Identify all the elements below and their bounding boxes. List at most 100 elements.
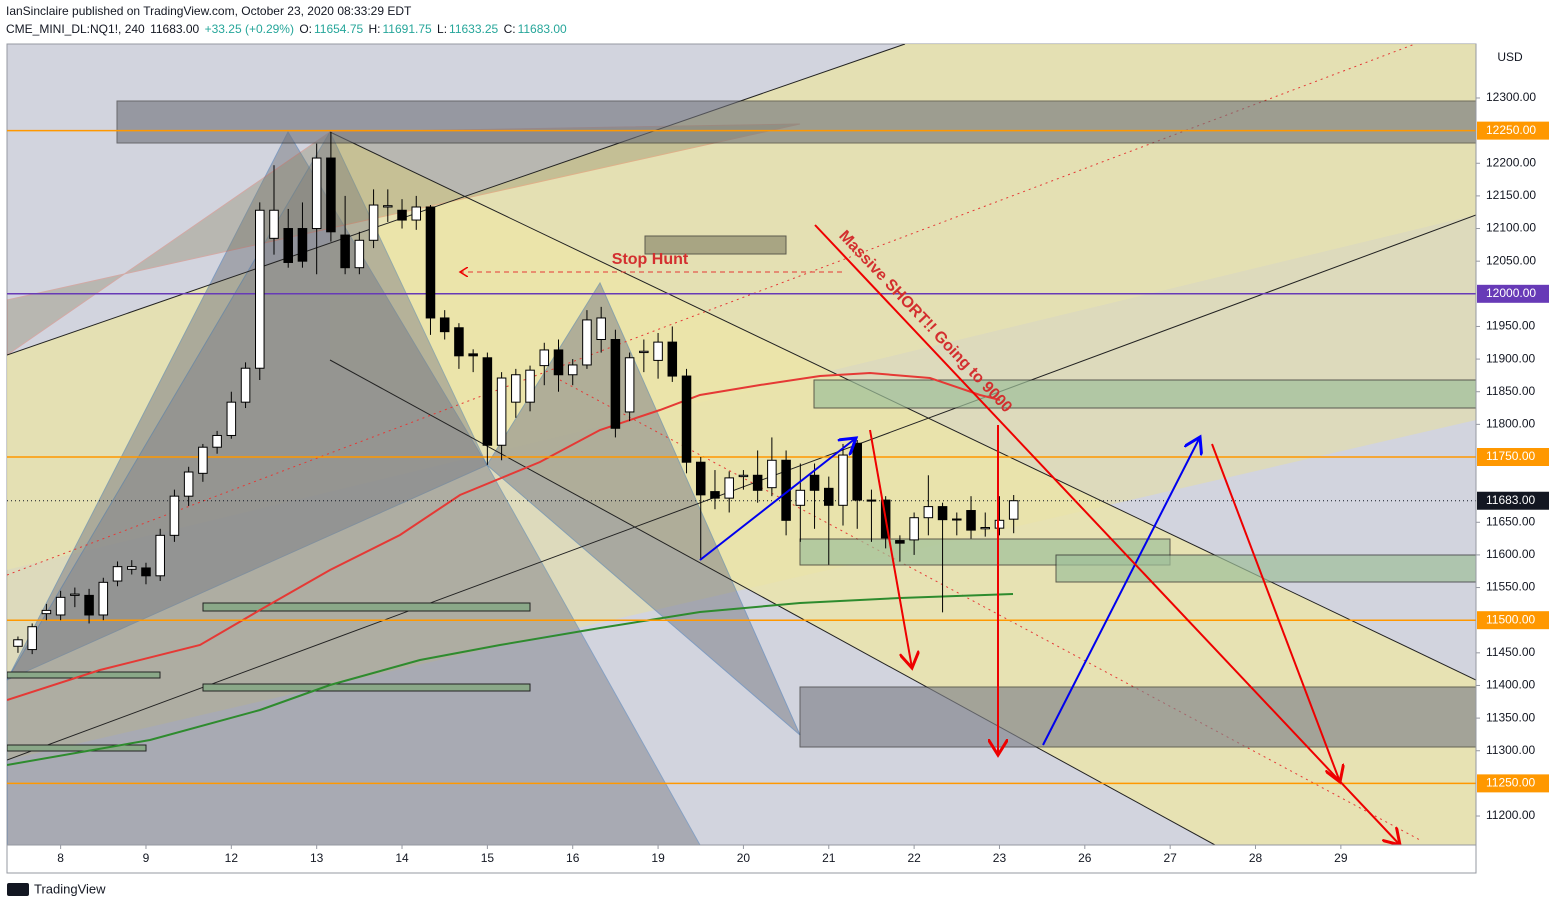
pattern-triangle (7, 123, 801, 356)
candle-body (454, 327, 464, 357)
zone (7, 744, 147, 752)
candle-body (895, 540, 905, 544)
arrow (1042, 437, 1200, 746)
price-label-box (1477, 121, 1549, 140)
candle-body (212, 434, 222, 448)
candle-body (852, 442, 862, 501)
channel-fill (7, 44, 1476, 570)
candle-body (496, 377, 507, 446)
y-tick-label: 11850.00 (1486, 384, 1535, 398)
x-tick-label: 15 (481, 851, 495, 865)
candle-body (1008, 500, 1019, 520)
candle-body (13, 639, 23, 647)
candle-body (738, 474, 749, 478)
candle-body (838, 454, 848, 506)
candle-body (27, 626, 37, 651)
candle-body (880, 499, 891, 539)
candle-body (980, 526, 991, 530)
candle-body (198, 446, 208, 474)
candle-body (155, 534, 165, 577)
trend-line (7, 44, 906, 356)
price-label: 11250.00 (1486, 776, 1535, 790)
x-tick-label: 9 (143, 851, 150, 865)
candle-body (639, 350, 649, 354)
publish-info: IanSinclaire published on TradingView.co… (6, 4, 412, 18)
drawings (7, 44, 1476, 845)
candle-body (70, 593, 80, 596)
trend-line (329, 359, 1216, 845)
zone (202, 683, 531, 692)
candle-body (141, 567, 151, 577)
x-tick-label: 19 (651, 851, 665, 865)
x-tick-label: 12 (225, 851, 239, 865)
candle-body (937, 506, 948, 521)
y-tick-label: 12150.00 (1486, 188, 1536, 202)
candle-body (966, 510, 976, 531)
currency: USD (1497, 50, 1523, 64)
symbol: CME_MINI_DL:NQ1!, 240 (6, 22, 145, 36)
candle-body (567, 364, 578, 376)
y-tick-label: 11800.00 (1486, 417, 1535, 431)
plot-area (6, 43, 1477, 846)
x-tick-label: 22 (907, 851, 921, 865)
ohlc-label: O: (299, 22, 312, 36)
arrows: Stop Hunt Massive SHORT!! Going to 9000 (460, 224, 1400, 845)
price-levels (7, 129, 1476, 785)
candle-body (183, 471, 194, 497)
y-tick-label: 11550.00 (1486, 580, 1535, 594)
arrow (814, 224, 1400, 845)
price-label: 12250.00 (1486, 123, 1536, 137)
candle-body (923, 506, 934, 519)
arrow (869, 429, 912, 668)
candle-body (383, 205, 393, 208)
y-tick-label: 11200.00 (1486, 808, 1535, 822)
candle-body (582, 319, 592, 366)
pattern-triangle (7, 130, 701, 845)
y-tick-label: 11350.00 (1486, 710, 1535, 724)
x-tick-label: 8 (57, 851, 64, 865)
candle-body (653, 341, 663, 361)
candle-body (909, 517, 919, 541)
candle-body (411, 206, 422, 221)
annotation: Massive SHORT!! Going to 9000 (835, 227, 1015, 416)
x-tick-label: 14 (395, 851, 409, 865)
x-tick-label: 29 (1334, 851, 1348, 865)
candles (13, 131, 1019, 655)
axes: 11200.00 11300.00 11350.00 11400.00 11450.00… (57, 90, 1549, 865)
candle-body (425, 206, 436, 319)
brand: TradingView (34, 881, 106, 896)
candle-body (596, 317, 606, 341)
x-tick-label: 20 (737, 851, 751, 865)
candle-body (781, 459, 791, 521)
candle-body (368, 204, 379, 241)
candle-body (767, 459, 777, 489)
ohlc-value: 11683.00 (517, 22, 567, 36)
pattern-triangle (486, 281, 801, 736)
candle-body (311, 157, 322, 230)
zone (799, 686, 1476, 748)
candle-body (482, 357, 493, 446)
candle-body (624, 357, 635, 413)
y-tick-label: 12200.00 (1486, 155, 1536, 169)
y-tick-label: 11400.00 (1486, 678, 1535, 692)
ohlc-value: 11654.75 (314, 22, 364, 36)
price-label-box (1477, 448, 1549, 467)
zone (1055, 554, 1476, 583)
candle-body (952, 518, 962, 521)
candle-body (55, 596, 66, 616)
candle-body (525, 369, 535, 403)
dotted-line (7, 44, 1416, 576)
logo-icon (7, 883, 29, 896)
y-tick-label: 11650.00 (1486, 514, 1535, 528)
candle-body (994, 519, 1005, 529)
zone (202, 602, 531, 612)
x-tick-label: 21 (822, 851, 836, 865)
zone (644, 235, 787, 255)
candle-body (126, 566, 137, 570)
candle-body (468, 353, 478, 357)
x-tick-label: 23 (993, 851, 1007, 865)
y-tick-label: 12100.00 (1486, 221, 1536, 235)
candle-body (795, 489, 806, 506)
